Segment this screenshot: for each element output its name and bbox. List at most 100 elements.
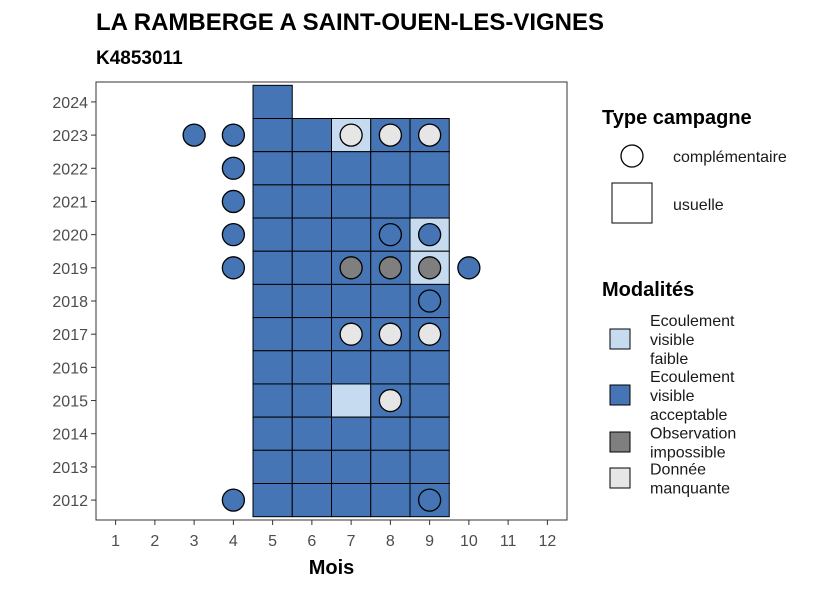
tile-2018-5 (252, 283, 293, 319)
point-2019-8 (378, 256, 403, 280)
tile-2020-7 (331, 217, 372, 252)
tile-2013-9 (409, 449, 450, 484)
tile-2021-8 (370, 184, 411, 219)
tile-2014-7 (331, 416, 372, 451)
tile-2015-5 (252, 383, 293, 418)
point-2023-9 (417, 123, 442, 147)
y-tick-label-2020: 2020 (52, 228, 88, 245)
point-2012-9 (417, 488, 442, 512)
tile-2016-7 (331, 350, 372, 385)
y-tick-label-2017: 2017 (52, 327, 88, 344)
y-tick-label-2021: 2021 (52, 194, 88, 211)
legend-key-manquante (609, 467, 631, 489)
x-tick-label-2: 2 (150, 533, 159, 550)
y-tick-label-2014: 2014 (52, 427, 88, 444)
point-2021-4 (221, 189, 246, 214)
legend-label-impossible: Observation (650, 426, 736, 443)
x-tick-label-11: 11 (500, 533, 517, 550)
tile-2019-6 (291, 250, 332, 285)
legend-label-manquante: Donnée (650, 462, 706, 479)
point-2023-4 (221, 123, 246, 147)
legend-label-manquante: manquante (650, 481, 730, 498)
plot-area: 1 2 3 4 5 6 7 8 9 10 11 122012201320142015201620172… (52, 81, 568, 579)
tile-2021-9 (409, 184, 450, 219)
legend-key-impossible (609, 431, 631, 453)
tile-2016-5 (252, 350, 293, 385)
tile-2021-5 (252, 184, 293, 219)
y-tick-label-2024: 2024 (52, 95, 88, 112)
y-tick-label-2022: 2022 (52, 161, 88, 178)
tile-2017-6 (291, 317, 332, 352)
tile-2016-8 (370, 350, 411, 385)
tile-2020-6 (291, 217, 332, 252)
tile-2023-5 (252, 118, 293, 153)
legend: Type campagne complémentaire usuelle Modali… (602, 107, 787, 498)
tile-2024-5 (252, 84, 293, 120)
legend-label-faible: visible (650, 332, 695, 349)
legend-circle-key (620, 144, 644, 168)
tile-2018-7 (331, 283, 372, 319)
tile-2018-6 (291, 283, 332, 319)
point-2015-8 (378, 388, 403, 413)
tile-2014-5 (252, 416, 293, 451)
tile-2015-7 (331, 383, 372, 418)
point-2017-9 (417, 322, 442, 346)
tile-2018-8 (370, 283, 411, 319)
tile-2014-9 (409, 416, 450, 451)
tile-2023-6 (291, 118, 332, 153)
y-tick-label-2019: 2019 (52, 261, 88, 278)
point-2023-3 (182, 123, 206, 147)
tile-2017-5 (252, 317, 293, 352)
tile-2016-9 (409, 350, 450, 385)
tile-2013-7 (331, 449, 372, 484)
point-2019-7 (339, 256, 363, 280)
tile-2013-5 (252, 449, 293, 484)
tile-2012-5 (252, 483, 293, 518)
tile-2014-6 (291, 416, 332, 451)
legend-label-impossible: impossible (650, 445, 726, 462)
tile-2019-5 (252, 250, 293, 285)
x-tick-label-9: 9 (425, 533, 434, 550)
point-2022-4 (221, 156, 246, 180)
legend-label-acceptable: visible (650, 388, 695, 405)
y-tick-label-2015: 2015 (52, 394, 88, 411)
x-tick-label-5: 5 (268, 533, 277, 550)
legend-title-type: Type campagne (602, 107, 752, 129)
x-tick-label-12: 12 (538, 533, 556, 550)
tile-2022-9 (409, 151, 450, 186)
x-tick-label-3: 3 (190, 533, 199, 550)
tile-2012-6 (291, 483, 332, 518)
legend-label-faible: Ecoulement (650, 313, 735, 330)
y-tick-label-2023: 2023 (52, 128, 88, 145)
point-2023-8 (378, 123, 403, 147)
x-tick-label-1: 1 (111, 533, 120, 550)
point-2017-8 (378, 322, 403, 346)
x-tick-label-6: 6 (307, 533, 316, 550)
tile-2015-6 (291, 383, 332, 418)
y-tick-label-2018: 2018 (52, 294, 88, 311)
point-2019-4 (221, 256, 246, 280)
x-tick-label-4: 4 (229, 533, 238, 550)
tile-2022-6 (291, 151, 332, 186)
tile-2022-7 (331, 151, 372, 186)
tile-2016-6 (291, 350, 332, 385)
legend-title-modalites: Modalités (602, 279, 694, 301)
y-tick-label-2016: 2016 (52, 360, 88, 377)
tile-2021-6 (291, 184, 332, 219)
tile-2014-8 (370, 416, 411, 451)
tile-2013-6 (291, 449, 332, 484)
tile-2022-8 (370, 151, 411, 186)
y-tick-label-2013: 2013 (52, 460, 88, 477)
tile-2021-7 (331, 184, 372, 219)
chart-title: LA RAMBERGE A SAINT-OUEN-LES-VIGNES (96, 9, 604, 36)
point-2019-9 (417, 256, 442, 280)
chart-subtitle: K4853011 (96, 48, 183, 69)
x-tick-label-7: 7 (347, 533, 356, 550)
x-tick-label-10: 10 (460, 533, 478, 550)
tile-2012-7 (331, 483, 372, 518)
point-2018-9 (417, 289, 442, 313)
point-2020-4 (221, 222, 246, 247)
legend-square-key (611, 182, 653, 224)
legend-key-faible (609, 328, 631, 350)
